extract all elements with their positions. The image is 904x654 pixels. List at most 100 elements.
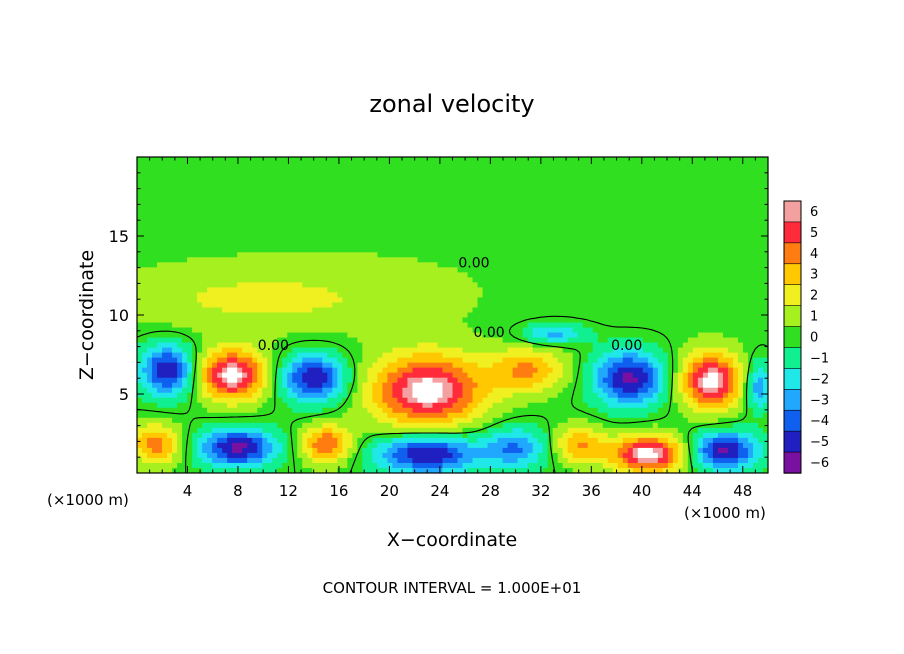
heat-cell (372, 232, 378, 238)
heat-cell (537, 227, 544, 233)
heat-cell (352, 272, 358, 278)
heat-cell (192, 302, 198, 309)
heat-cell (717, 202, 724, 208)
heat-cell (222, 242, 228, 248)
heat-cell (442, 237, 449, 243)
heat-cell (722, 282, 729, 289)
heat-cell (322, 317, 328, 324)
heat-cell (412, 172, 419, 178)
heat-cell (197, 192, 203, 198)
heat-cell (262, 267, 268, 273)
heat-cell (572, 177, 579, 183)
heat-cell (212, 312, 218, 319)
heat-cell (207, 267, 213, 273)
heat-cell (257, 272, 263, 278)
heat-cell (722, 337, 729, 344)
heat-cell (727, 337, 734, 344)
heat-cell (482, 157, 489, 163)
heat-cell (707, 282, 714, 289)
heat-cell (722, 312, 729, 319)
heat-cell (582, 157, 589, 163)
heat-cell (422, 187, 429, 193)
heat-cell (697, 327, 704, 334)
heat-cell (157, 342, 163, 349)
heat-cell (467, 307, 474, 314)
heat-cell (562, 317, 569, 324)
heat-cell (682, 322, 689, 329)
heat-cell (292, 327, 298, 334)
heat-cell (232, 162, 238, 168)
heat-cell (612, 312, 619, 319)
heat-cell (592, 317, 599, 324)
heat-cell (522, 252, 529, 258)
heat-cell (287, 252, 293, 258)
heat-cell (537, 277, 544, 283)
heat-cell (257, 302, 263, 309)
heat-cell (347, 162, 353, 168)
heat-cell (457, 217, 464, 223)
heat-cell (217, 237, 223, 243)
heat-cell (412, 157, 419, 163)
heat-cell (677, 312, 684, 319)
heat-cell (192, 202, 198, 208)
heat-cell (457, 282, 464, 289)
heat-cell (527, 232, 534, 238)
heat-cell (207, 217, 213, 223)
heat-cell (747, 227, 754, 233)
heat-cell (487, 327, 494, 334)
heat-cell (227, 192, 233, 198)
heat-cell (647, 172, 654, 178)
heat-cell (637, 282, 644, 289)
heat-cell (492, 302, 499, 309)
heat-cell (262, 272, 268, 278)
heat-cell (457, 162, 464, 168)
heat-cell (522, 297, 529, 304)
heat-cell (692, 292, 699, 299)
heat-cell (522, 267, 529, 273)
heat-cell (477, 232, 484, 238)
heat-cell (392, 267, 399, 273)
heat-cell (637, 327, 644, 334)
heat-cell (457, 252, 464, 258)
heat-cell (572, 187, 579, 193)
heat-cell (147, 297, 153, 304)
heat-cell (347, 157, 353, 163)
heat-cell (522, 352, 529, 359)
heat-cell (567, 287, 574, 294)
heat-cell (157, 252, 163, 258)
heat-cell (707, 187, 714, 193)
heat-cell (752, 302, 759, 309)
heat-cell (457, 287, 464, 294)
heat-cell (637, 212, 644, 218)
heat-cell (592, 277, 599, 283)
heat-cell (267, 317, 273, 324)
heat-cell (322, 257, 328, 263)
heat-cell (617, 237, 624, 243)
heat-cell (352, 342, 358, 349)
heat-cell (257, 177, 263, 183)
heat-cell (702, 282, 709, 289)
heat-cell (667, 222, 674, 228)
heat-cell (657, 237, 664, 243)
heat-cell (502, 252, 509, 258)
heat-cell (617, 202, 624, 208)
heat-cell (697, 232, 704, 238)
heat-cell (737, 272, 744, 278)
heat-cell (707, 237, 714, 243)
heat-cell (617, 272, 624, 278)
heat-cell (167, 247, 173, 253)
heat-cell (707, 232, 714, 238)
heat-cell (247, 187, 253, 193)
heat-cell (467, 317, 474, 324)
heat-cell (217, 157, 223, 163)
heat-cell (562, 167, 569, 173)
heat-cell (387, 162, 394, 168)
heat-cell (512, 327, 519, 334)
heat-cell (372, 172, 378, 178)
heat-cell (152, 317, 158, 324)
heat-cell (547, 347, 554, 354)
heat-cell (187, 222, 193, 228)
heat-cell (272, 247, 278, 253)
heat-cell (607, 302, 614, 309)
heat-cell (227, 217, 233, 223)
